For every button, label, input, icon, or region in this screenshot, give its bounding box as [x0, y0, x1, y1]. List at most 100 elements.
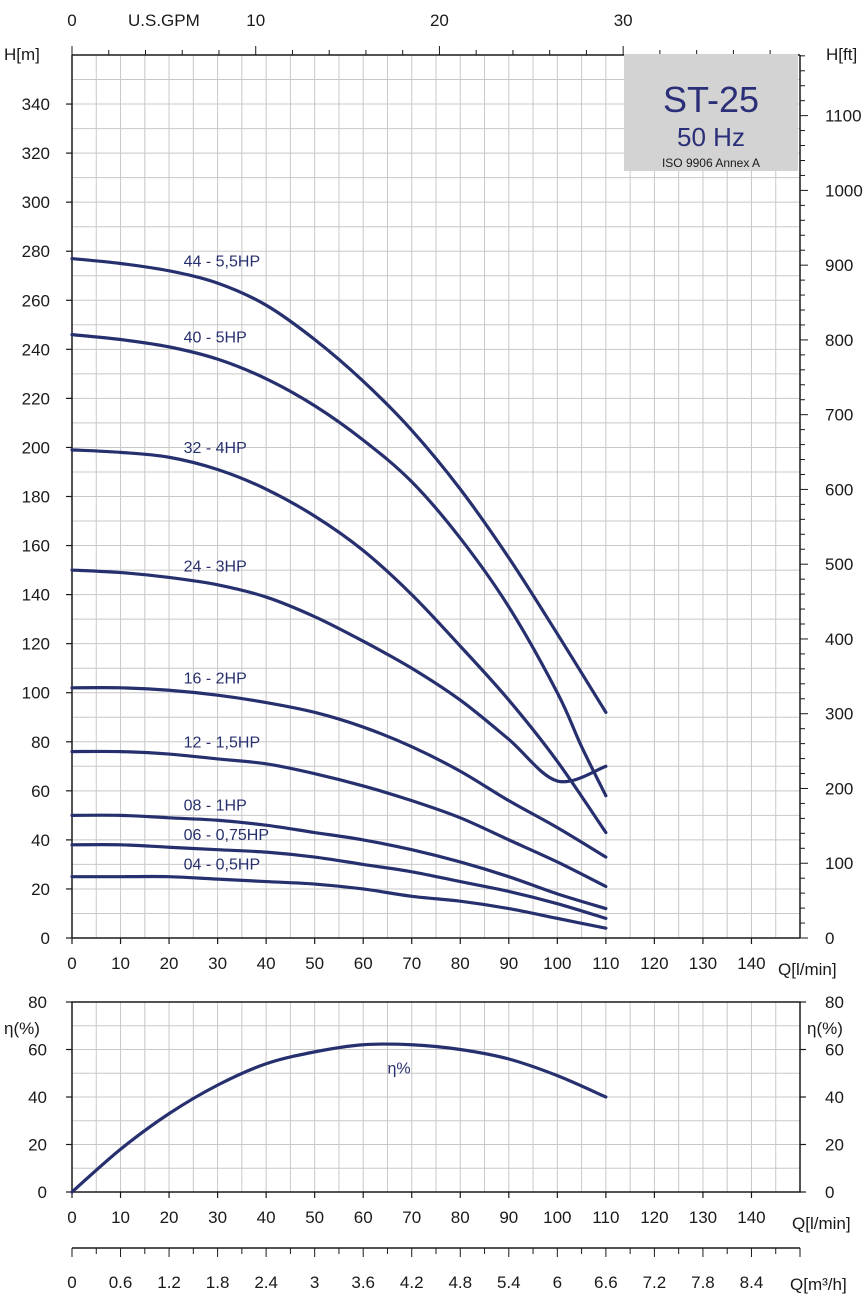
- right-y-tick-label: 80: [825, 993, 844, 1012]
- flow-axis-tick-label: 5.4: [497, 1273, 521, 1292]
- head-chart-grid: [71, 54, 801, 939]
- x-tick-label: 90: [499, 954, 518, 973]
- right-y-tick-label: 0: [825, 929, 834, 948]
- top-x-axis-title: U.S.GPM: [128, 11, 200, 30]
- flow-axis-tick-label: 4.8: [448, 1273, 472, 1292]
- efficiency-chart-grid: [71, 1001, 801, 1193]
- head-chart-series: 44 - 5,5HP 40 - 5HP 32 - 4HP 24 - 3HP 16 - 2…: [70, 254, 608, 930]
- series-label-32-4hp: 32 - 4HP: [184, 440, 247, 457]
- right-y-tick-label: 200: [825, 779, 853, 798]
- y-tick-label: 40: [31, 831, 50, 850]
- x-axis-title: Q[l/min]: [778, 960, 837, 979]
- y-axis-title: H[m]: [4, 45, 40, 64]
- x-tick-label: 130: [689, 1208, 717, 1227]
- series-line-24-3hp: [70, 568, 608, 784]
- y-tick-label: 340: [22, 95, 50, 114]
- chart-subtitle: 50 Hz: [677, 122, 745, 152]
- y-tick-label: 80: [31, 733, 50, 752]
- flow-axis-tick-label: 7.2: [643, 1273, 667, 1292]
- x-tick-label: 140: [737, 1208, 765, 1227]
- x-tick-label: 10: [111, 1208, 130, 1227]
- flow-axis-tick-label: 2.4: [254, 1273, 278, 1292]
- flow-axis-tick-label: 0: [67, 1273, 76, 1292]
- y-tick-label: 200: [22, 438, 50, 457]
- x-tick-label: 60: [354, 954, 373, 973]
- right-y-axis-title: η(%): [807, 1019, 843, 1038]
- x-tick-label: 80: [451, 1208, 470, 1227]
- x-tick-label: 20: [160, 1208, 179, 1227]
- x-tick-label: 110: [592, 954, 619, 973]
- x-tick-label: 60: [354, 1208, 373, 1227]
- series-line-44-5-5hp: [70, 256, 608, 714]
- series-line-40-5hp: [70, 333, 608, 798]
- chart-standard-note: ISO 9906 Annex A: [662, 156, 760, 170]
- top-x-tick-label: 20: [430, 11, 449, 30]
- x-tick-label: 90: [499, 1208, 518, 1227]
- series-label-40-5hp: 40 - 5HP: [184, 330, 247, 347]
- x-axis-title: Q[l/min]: [792, 1214, 851, 1233]
- right-y-tick-label: 100: [825, 854, 853, 873]
- flow-axis-tick-label: 1.2: [157, 1273, 181, 1292]
- y-tick-label: 240: [22, 340, 50, 359]
- y-tick-label: 0: [41, 929, 50, 948]
- y-tick-label: 20: [31, 880, 50, 899]
- x-tick-label: 50: [305, 1208, 324, 1227]
- y-tick-label: 280: [22, 242, 50, 261]
- x-tick-label: 70: [402, 954, 421, 973]
- title-box-background: [624, 54, 798, 171]
- series-line-16-2hp: [70, 686, 608, 859]
- x-tick-label: 10: [111, 954, 130, 973]
- series-line-04-0-5hp: [70, 874, 608, 930]
- y-tick-label: 60: [28, 1041, 47, 1060]
- x-tick-label: 30: [208, 954, 227, 973]
- y-tick-label: 320: [22, 144, 50, 163]
- right-y-tick-label: 700: [825, 406, 853, 425]
- x-tick-label: 80: [451, 954, 470, 973]
- flow-axis-tick-label: 8.4: [740, 1273, 764, 1292]
- top-x-tick-label: 0: [67, 11, 76, 30]
- right-y-tick-label: 0: [825, 1183, 834, 1202]
- y-tick-label: 40: [28, 1088, 47, 1107]
- flow-axis-tick-label: 3: [310, 1273, 319, 1292]
- x-tick-label: 70: [402, 1208, 421, 1227]
- x-tick-label: 50: [305, 954, 324, 973]
- x-tick-label: 20: [160, 954, 179, 973]
- x-tick-label: 130: [689, 954, 717, 973]
- right-y-tick-label: 60: [825, 1041, 844, 1060]
- x-tick-label: 120: [640, 1208, 668, 1227]
- flow-axis-title: Q[m³/h]: [790, 1275, 847, 1294]
- right-y-tick-label: 900: [825, 256, 853, 275]
- series-label-16-2hp: 16 - 2HP: [184, 671, 247, 688]
- right-y-tick-label: 800: [825, 331, 853, 350]
- right-y-axis-title: H[ft]: [826, 45, 857, 64]
- series-line-12-1-5hp: [70, 749, 608, 889]
- series-label-06-0-75hp: 06 - 0,75HP: [184, 827, 269, 844]
- flow-m3h-axis: 0 0.6 1.2 1.8 2.4 3 3.6 4.2 4.8 5.4 6 6.6 7.2 7.8 8.4 Q…: [67, 1247, 847, 1294]
- flow-axis-tick-label: 3.6: [351, 1273, 375, 1292]
- right-y-tick-label: 500: [825, 555, 853, 574]
- top-x-tick-label: 30: [614, 11, 633, 30]
- x-tick-label: 100: [543, 1208, 571, 1227]
- y-axis-title: η(%): [4, 1019, 40, 1038]
- right-y-tick-label: 20: [825, 1136, 844, 1155]
- flow-axis-tick-label: 0.6: [109, 1273, 133, 1292]
- right-y-tick-label: 600: [825, 480, 853, 499]
- right-y-tick-label: 400: [825, 630, 853, 649]
- x-tick-label: 30: [208, 1208, 227, 1227]
- efficiency-chart-series: η%: [70, 1042, 608, 1194]
- flow-axis-tick-label: 6.6: [594, 1273, 618, 1292]
- series-line-32-4hp: [70, 448, 608, 835]
- series-line-08-1hp: [70, 813, 608, 911]
- y-tick-label: 260: [22, 291, 50, 310]
- series-line-efficiency: [70, 1042, 608, 1194]
- right-y-tick-label: 300: [825, 705, 853, 724]
- head-chart-axes: 0204060801001201401601802002202402602803…: [4, 11, 863, 979]
- x-tick-label: 40: [257, 954, 276, 973]
- chart-title: ST-25: [663, 79, 759, 120]
- y-tick-label: 160: [22, 537, 50, 556]
- series-label-04-0-5hp: 04 - 0,5HP: [184, 856, 260, 873]
- x-tick-label: 100: [543, 954, 571, 973]
- x-tick-label: 140: [737, 954, 765, 973]
- x-tick-label: 40: [257, 1208, 276, 1227]
